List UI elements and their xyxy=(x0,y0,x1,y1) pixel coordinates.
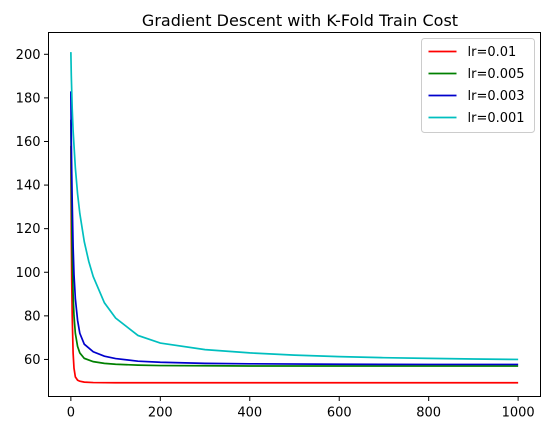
y-tick-label: 60 xyxy=(24,353,41,368)
series-line-lr=0.01 xyxy=(70,145,519,384)
y-tick-label: 200 xyxy=(16,48,41,63)
legend-label: lr=0.005 xyxy=(468,67,525,82)
legend-label: lr=0.001 xyxy=(468,111,525,126)
y-tick-label: 80 xyxy=(24,309,41,324)
legend-box xyxy=(421,38,535,133)
x-tick-label: 800 xyxy=(416,406,441,421)
legend: lr=0.01 lr=0.005 lr=0.003 lr=0.001 xyxy=(421,38,535,133)
x-tick-label: 1000 xyxy=(502,406,535,421)
y-tick-label: 140 xyxy=(16,179,41,194)
series-line-lr=0.003 xyxy=(70,91,519,366)
legend-label: lr=0.01 xyxy=(468,45,517,60)
series-line-lr=0.001 xyxy=(70,52,519,361)
axes-frame xyxy=(48,32,541,397)
y-tick-label: 120 xyxy=(16,222,41,237)
x-tick-label: 0 xyxy=(67,406,75,421)
series-line-lr=0.005 xyxy=(70,119,519,367)
y-tick-label: 180 xyxy=(16,91,41,106)
axis-ticks: 0 200 400 600 800 1000 60 80 100 120 140 160 180 200 xyxy=(16,48,535,421)
y-tick-label: 160 xyxy=(16,135,41,150)
y-tick-label: 100 xyxy=(16,266,41,281)
x-tick-label: 400 xyxy=(237,406,262,421)
plot-area xyxy=(70,52,519,384)
chart-title: Gradient Descent with K-Fold Train Cost xyxy=(142,11,458,30)
x-tick-label: 200 xyxy=(148,406,173,421)
legend-label: lr=0.003 xyxy=(468,89,525,104)
x-tick-label: 600 xyxy=(327,406,352,421)
